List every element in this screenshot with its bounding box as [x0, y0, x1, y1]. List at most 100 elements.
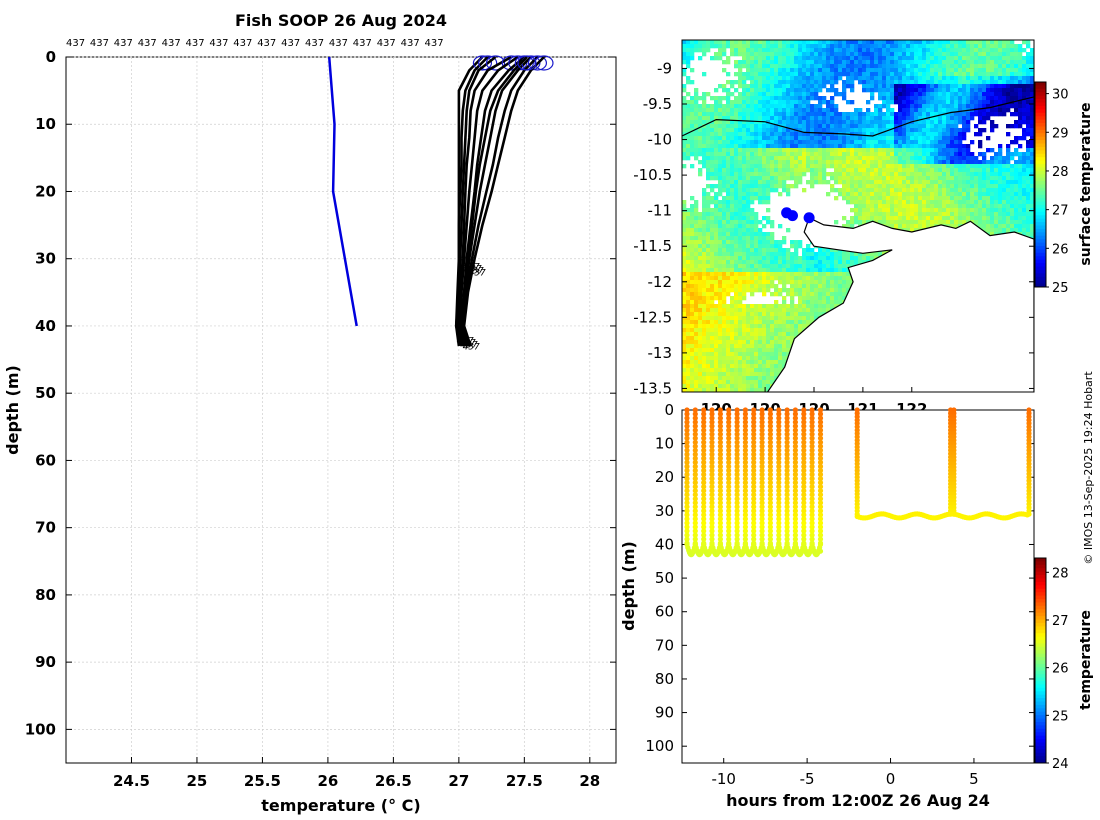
- sst-cell: [1014, 68, 1019, 73]
- sst-cell: [910, 132, 915, 137]
- sst-cell: [786, 260, 791, 265]
- sst-cell: [830, 76, 835, 81]
- sst-cell: [1018, 64, 1023, 69]
- sst-cell: [786, 56, 791, 61]
- sst-cell: [806, 180, 811, 185]
- sst-cell: [966, 40, 971, 45]
- sst-cell: [914, 72, 919, 77]
- sst-cell: [966, 188, 971, 193]
- sst-cell: [862, 252, 867, 257]
- sst-cell: [934, 44, 939, 49]
- sst-cell: [742, 272, 747, 277]
- sst-cell: [782, 268, 787, 273]
- sst-cell: [746, 156, 751, 161]
- sst-cell: [694, 112, 699, 117]
- sst-cell: [698, 124, 703, 129]
- sst-cell: [750, 180, 755, 185]
- sst-cell: [982, 152, 987, 157]
- sst-cell: [846, 152, 851, 157]
- sst-cell: [754, 272, 759, 277]
- sst-cell: [698, 280, 703, 285]
- sst-cell: [730, 128, 735, 133]
- sst-cell: [710, 264, 715, 269]
- sst-cell: [938, 100, 943, 105]
- sst-cell: [830, 72, 835, 77]
- sst-cell: [746, 100, 751, 105]
- sst-cell: [690, 236, 695, 241]
- sst-cell: [962, 192, 967, 197]
- sst-cell: [886, 104, 891, 109]
- sst-cell: [858, 132, 863, 137]
- sst-cell: [986, 184, 991, 189]
- sst-cell: [710, 196, 715, 201]
- sst-cell: [1010, 64, 1015, 69]
- sst-cell: [762, 272, 767, 277]
- sst-cell: [838, 252, 843, 257]
- sst-cell: [886, 68, 891, 73]
- sst-cell: [718, 236, 723, 241]
- sst-cell: [982, 228, 987, 233]
- sst-cell: [938, 48, 943, 53]
- sst-cell: [934, 152, 939, 157]
- sst-cell: [878, 68, 883, 73]
- sst-cell: [1022, 216, 1027, 221]
- sst-cell: [698, 256, 703, 261]
- top-label: 437: [305, 38, 324, 49]
- sst-cell: [1014, 160, 1019, 165]
- sst-cell: [830, 272, 835, 277]
- sst-cell: [846, 192, 851, 197]
- sst-cell: [766, 244, 771, 249]
- sst-cell: [1022, 116, 1027, 121]
- y-tick-label: 80: [35, 586, 56, 604]
- sst-cell: [810, 60, 815, 65]
- sst-cell: [718, 168, 723, 173]
- sst-cell: [990, 148, 995, 153]
- sst-cell: [686, 116, 691, 121]
- sst-cell: [1018, 56, 1023, 61]
- sst-cell: [970, 192, 975, 197]
- sst-cell: [786, 88, 791, 93]
- sst-cell: [842, 80, 847, 85]
- sst-cell: [1030, 88, 1034, 93]
- sst-cell: [986, 72, 991, 77]
- sst-cell: [762, 248, 767, 253]
- sst-cell: [694, 88, 699, 93]
- sst-cell: [934, 148, 939, 153]
- sst-cell: [746, 104, 751, 109]
- sst-cell: [750, 156, 755, 161]
- sst-cell: [1018, 160, 1023, 165]
- sst-cell: [914, 184, 919, 189]
- sst-cell: [826, 248, 831, 253]
- sst-cell: [738, 180, 743, 185]
- sst-cell: [762, 232, 767, 237]
- sst-cell: [918, 224, 923, 229]
- sst-cell: [986, 136, 991, 141]
- sst-cell: [750, 244, 755, 249]
- sst-cell: [842, 276, 847, 281]
- sst-cell: [842, 44, 847, 49]
- sst-cell: [806, 156, 811, 161]
- sst-cell: [894, 184, 899, 189]
- sst-cell: [934, 112, 939, 117]
- sst-cell: [1030, 116, 1034, 121]
- sst-cell: [858, 252, 863, 257]
- sst-cell: [686, 40, 691, 45]
- sst-cell: [734, 200, 739, 205]
- sst-cell: [894, 176, 899, 181]
- sst-cell: [1026, 228, 1031, 233]
- sst-cell: [702, 224, 707, 229]
- sst-cell: [966, 160, 971, 165]
- sst-cell: [786, 228, 791, 233]
- sst-cell: [870, 120, 875, 125]
- sst-cell: [866, 88, 871, 93]
- sst-cell: [766, 172, 771, 177]
- sst-cell: [834, 120, 839, 125]
- sst-cell: [746, 112, 751, 117]
- sst-cell: [754, 160, 759, 165]
- sst-cell: [986, 180, 991, 185]
- sst-cell: [734, 276, 739, 281]
- sst-cell: [958, 168, 963, 173]
- sst-cell: [702, 112, 707, 117]
- sst-cell: [922, 216, 927, 221]
- sst-cell: [838, 140, 843, 145]
